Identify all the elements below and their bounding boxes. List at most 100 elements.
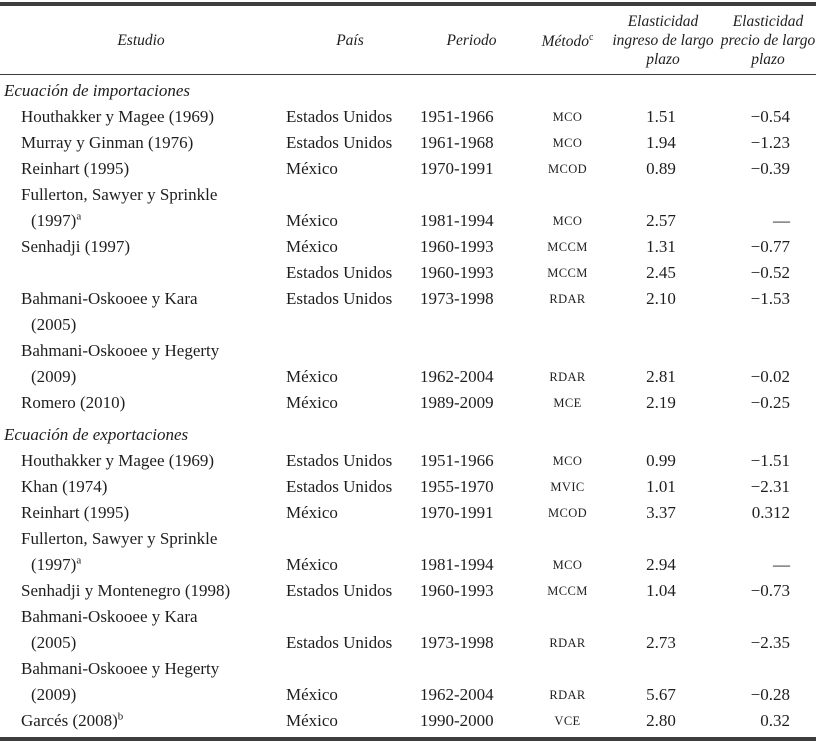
country-cell: Estados Unidos: [286, 263, 393, 282]
study-cell: (2009): [31, 367, 77, 386]
period-cell: [418, 312, 525, 338]
price-elasticity-cell: 0.32: [760, 711, 790, 730]
price-elasticity-cell: −0.73: [750, 581, 790, 600]
country-cell: México: [286, 367, 338, 386]
price-elasticity-cell: [712, 312, 816, 338]
table-row: Houthakker y Magee (1969) Estados Unidos…: [0, 104, 816, 130]
study-cell: (1997)a: [31, 210, 82, 230]
table-row: Bahmani-Oskooee y Hegerty: [0, 338, 816, 364]
section-title-importaciones: Ecuación de importaciones: [4, 81, 191, 100]
method-cell: MCOD: [547, 506, 588, 520]
period-cell: [418, 182, 525, 208]
footnote-marker-a: a: [76, 210, 82, 223]
country-cell: Estados Unidos: [286, 451, 393, 470]
study-cell: Bahmani-Oskooee y Kara: [21, 289, 198, 308]
method-cell: [525, 526, 610, 552]
study-cell: Houthakker y Magee (1969): [21, 451, 215, 470]
table-header-row: Estudio País Periodo Métodoc Elasticidad…: [0, 6, 816, 75]
price-elasticity-cell: −1.23: [750, 133, 790, 152]
country-cell: México: [286, 503, 338, 522]
price-elasticity-cell: −0.52: [750, 263, 790, 282]
table-row: (1997)a México 1981-1994 MCO 2.57 —: [0, 208, 816, 234]
column-header-estudio-label: Estudio: [117, 31, 165, 49]
study-cell: Houthakker y Magee (1969): [21, 107, 215, 126]
income-elasticity-cell: 5.67: [646, 685, 676, 704]
table-top-rule: [0, 2, 816, 6]
table-row: (2005): [0, 312, 816, 338]
method-cell: RDAR: [549, 292, 586, 306]
country-cell: Estados Unidos: [286, 477, 393, 496]
country-cell: [282, 182, 418, 208]
country-cell: Estados Unidos: [286, 107, 393, 126]
study-cell: Bahmani-Oskooee y Hegerty: [21, 659, 220, 678]
study-cell: Khan (1974): [21, 477, 108, 496]
study-cell: (2009): [31, 685, 77, 704]
column-header-elasticidad-ingreso-label: Elasticidad ingreso de largo plazo: [612, 12, 714, 68]
method-cell: RDAR: [549, 636, 586, 650]
price-elasticity-cell: [712, 604, 816, 630]
price-elasticity-cell: −0.28: [750, 685, 790, 704]
table-row: Bahmani-Oskooee y Kara Estados Unidos 19…: [0, 286, 816, 312]
country-cell: [282, 604, 418, 630]
column-header-elasticidad-precio: Elasticidad precio de largo plazo: [716, 12, 816, 69]
table-row: (1997)a México 1981-1994 MCO 2.94 —: [0, 552, 816, 578]
column-header-estudio: Estudio: [0, 31, 282, 50]
country-cell: México: [286, 393, 338, 412]
study-cell: Fullerton, Sawyer y Sprinkle: [21, 529, 218, 548]
method-cell: MCCM: [547, 266, 588, 280]
period-cell: 1960-1993: [420, 263, 494, 282]
study-cell: Senhadji y Montenegro (1998): [21, 581, 231, 600]
price-elasticity-cell: —: [773, 555, 790, 574]
country-cell: Estados Unidos: [286, 289, 393, 308]
period-cell: 1970-1991: [420, 159, 494, 178]
table-row: (2009) México 1962-2004 RDAR 2.81 −0.02: [0, 364, 816, 390]
method-cell: MVIC: [550, 480, 585, 494]
period-cell: 1989-2009: [420, 393, 494, 412]
footnote-marker-a: a: [76, 554, 82, 567]
price-elasticity-cell: [712, 526, 816, 552]
column-header-metodo: Métodoc: [525, 28, 610, 51]
period-cell: 1981-1994: [420, 211, 494, 230]
income-elasticity-cell: 2.94: [646, 555, 676, 574]
price-elasticity-cell: −2.35: [750, 633, 790, 652]
section-title-exportaciones: Ecuación de exportaciones: [4, 425, 189, 444]
table-row: (2005) Estados Unidos 1973-1998 RDAR 2.7…: [0, 630, 816, 656]
section-exportaciones: Ecuación de exportaciones Houthakker y M…: [0, 422, 816, 734]
study-cell: Bahmani-Oskooee y Hegerty: [21, 341, 220, 360]
country-cell: [282, 338, 418, 364]
method-cell: [525, 656, 610, 682]
study-cell: Senhadji (1997): [21, 237, 131, 256]
income-elasticity-cell: 1.94: [646, 133, 676, 152]
price-elasticity-cell: [712, 656, 816, 682]
country-cell: México: [286, 685, 338, 704]
study-cell: Reinhart (1995): [21, 159, 130, 178]
period-cell: [418, 604, 525, 630]
income-elasticity-cell: [610, 656, 712, 682]
price-elasticity-cell: —: [773, 211, 790, 230]
study-cell: Reinhart (1995): [21, 503, 130, 522]
income-elasticity-cell: 2.10: [646, 289, 676, 308]
country-cell: México: [286, 211, 338, 230]
column-header-pais-label: País: [336, 31, 364, 49]
income-elasticity-cell: 1.31: [646, 237, 676, 256]
income-elasticity-cell: 3.37: [646, 503, 676, 522]
income-elasticity-cell: [610, 604, 712, 630]
price-elasticity-cell: −0.39: [750, 159, 790, 178]
study-cell: (2005): [31, 633, 77, 652]
period-cell: [418, 338, 525, 364]
method-cell: RDAR: [549, 688, 586, 702]
income-elasticity-cell: 1.04: [646, 581, 676, 600]
income-elasticity-cell: [610, 182, 712, 208]
country-cell: México: [286, 555, 338, 574]
column-header-elasticidad-ingreso: Elasticidad ingreso de largo plazo: [610, 12, 716, 69]
table-row: Estados Unidos 1960-1993 MCCM 2.45 −0.52: [0, 260, 816, 286]
method-cell: MCO: [552, 110, 583, 124]
period-cell: 1960-1993: [420, 581, 494, 600]
income-elasticity-cell: 2.57: [646, 211, 676, 230]
column-header-metodo-label: Método: [541, 33, 589, 51]
country-cell: Estados Unidos: [286, 133, 393, 152]
table-row: Garcés (2008)b México 1990-2000 VCE 2.80…: [0, 708, 816, 734]
table-row: Romero (2010) México 1989-2009 MCE 2.19 …: [0, 390, 816, 416]
period-cell: [418, 656, 525, 682]
income-elasticity-cell: 2.19: [646, 393, 676, 412]
